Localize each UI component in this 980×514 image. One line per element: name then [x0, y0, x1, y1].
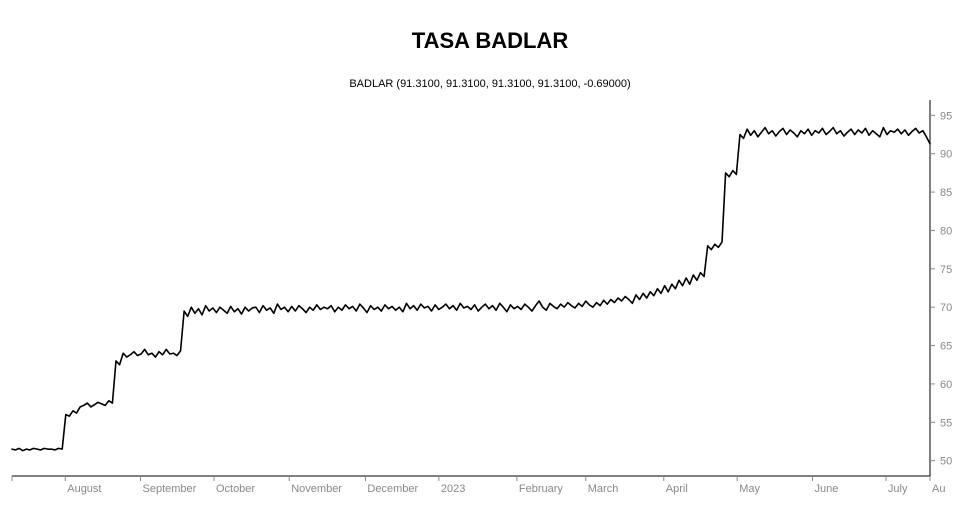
svg-text:95: 95 [940, 110, 952, 122]
svg-text:65: 65 [940, 341, 952, 353]
svg-text:April: April [666, 483, 688, 495]
svg-text:Au: Au [932, 483, 945, 495]
svg-text:June: June [814, 483, 838, 495]
svg-text:October: October [216, 483, 255, 495]
svg-text:March: March [588, 483, 619, 495]
svg-text:80: 80 [940, 225, 952, 237]
svg-text:50: 50 [940, 456, 952, 468]
svg-text:August: August [67, 483, 101, 495]
svg-text:90: 90 [940, 149, 952, 161]
svg-text:September: September [143, 483, 197, 495]
chart-container: TASA BADLAR BADLAR (91.3100, 91.3100, 91… [0, 0, 980, 514]
svg-text:60: 60 [940, 379, 952, 391]
svg-text:75: 75 [940, 264, 952, 276]
svg-text:2023: 2023 [441, 483, 465, 495]
series-line [12, 128, 930, 451]
svg-text:70: 70 [940, 302, 952, 314]
svg-text:February: February [519, 483, 564, 495]
svg-text:85: 85 [940, 187, 952, 199]
chart-svg: 50 55 60 65 70 75 80 85 90 95 August September Octob… [0, 0, 980, 514]
svg-text:November: November [291, 483, 342, 495]
svg-text:May: May [739, 483, 760, 495]
svg-text:December: December [367, 483, 418, 495]
svg-text:July: July [888, 483, 908, 495]
svg-text:55: 55 [940, 417, 952, 429]
